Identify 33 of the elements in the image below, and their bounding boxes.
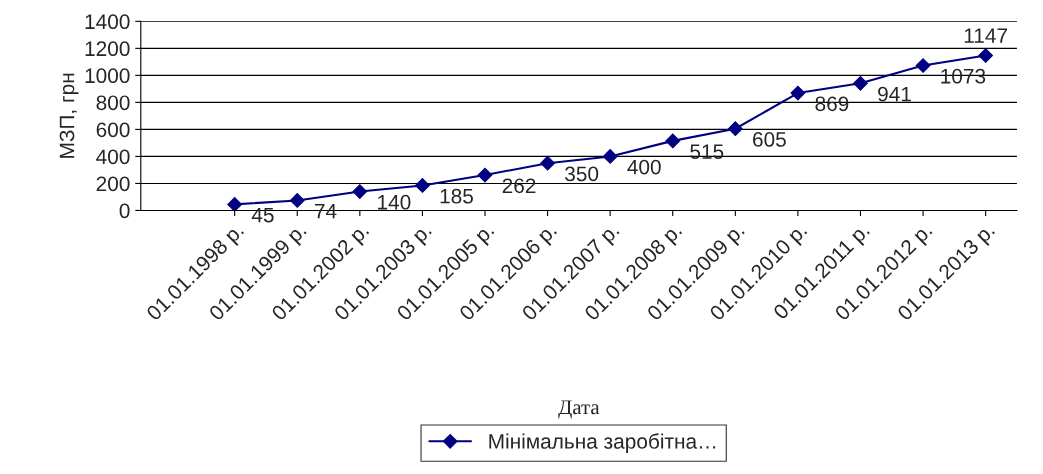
y-tick-label: 0 [119, 203, 130, 219]
y-tick-label: 1200 [85, 41, 130, 57]
y-tick-label: 400 [96, 149, 130, 165]
y-tick-label: 200 [96, 176, 130, 192]
point [915, 58, 931, 73]
y-tick-label: 800 [96, 95, 130, 111]
point [415, 178, 430, 193]
point [602, 149, 618, 164]
point [289, 193, 305, 208]
data-label: 45 [251, 207, 274, 223]
point [477, 167, 493, 183]
data-label: 140 [378, 194, 411, 210]
legend-label: Мінімальна заробітна… [489, 433, 716, 453]
data-label: 605 [753, 132, 786, 147]
point [727, 121, 743, 137]
data-label: 941 [878, 86, 911, 102]
point [540, 155, 555, 171]
y-axis-title: МЗП, грн [59, 73, 79, 158]
y-tick-label: 600 [96, 122, 130, 138]
y-tick-label: 1400 [85, 14, 130, 30]
y-tick-label: 1000 [85, 68, 130, 84]
point [227, 196, 243, 211]
point [352, 184, 368, 199]
x-axis-title: Дата [558, 400, 600, 419]
data-label: 350 [565, 166, 599, 182]
point [665, 133, 681, 149]
data-label: 185 [440, 188, 473, 204]
data-label: 515 [690, 144, 724, 159]
data-label: 1147 [964, 28, 1007, 43]
point [978, 48, 994, 63]
point [790, 85, 806, 101]
point [853, 75, 868, 91]
data-label: 400 [627, 159, 661, 175]
